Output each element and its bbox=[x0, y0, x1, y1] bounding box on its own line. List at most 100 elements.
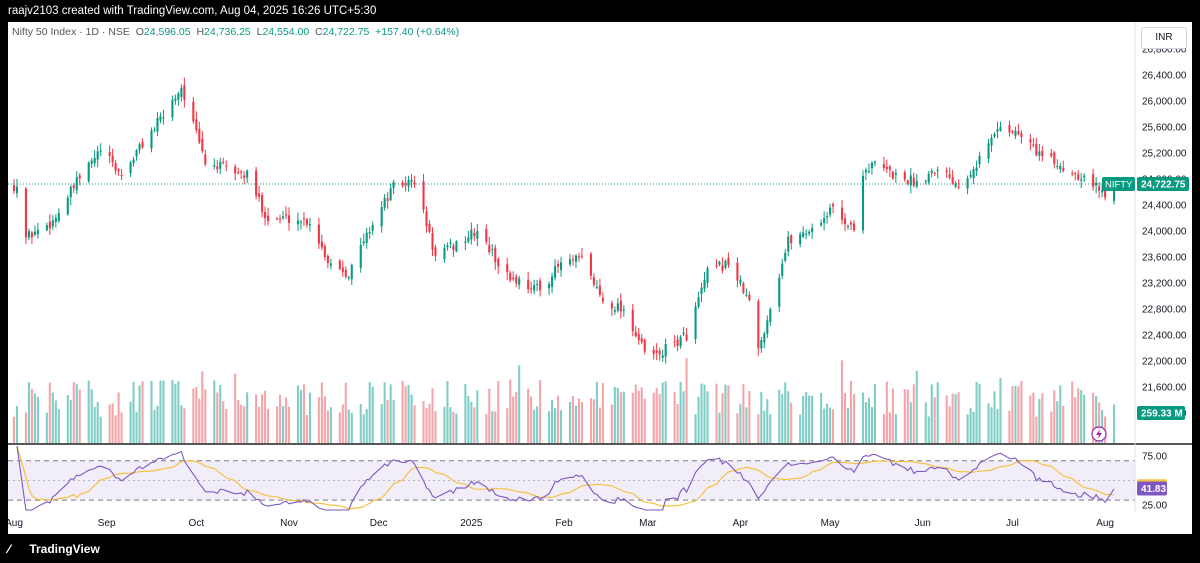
volume-bar bbox=[987, 403, 990, 443]
candle-body bbox=[515, 276, 518, 284]
volume-bar bbox=[66, 395, 69, 443]
volume-bar bbox=[1056, 401, 1059, 443]
volume-bar bbox=[736, 413, 739, 443]
candle-body bbox=[930, 170, 933, 173]
candle-body bbox=[832, 204, 835, 207]
volume-bar bbox=[87, 380, 90, 443]
volume-bar bbox=[846, 407, 850, 443]
close-key: C bbox=[315, 26, 323, 38]
candle-body bbox=[216, 166, 219, 170]
volume-bar bbox=[577, 398, 581, 443]
candle-body bbox=[99, 150, 102, 152]
candle-body bbox=[413, 182, 416, 185]
candle-body bbox=[204, 154, 207, 165]
candle-body bbox=[222, 161, 225, 163]
volume-bar bbox=[948, 406, 951, 443]
candle-body bbox=[826, 216, 829, 218]
volume-bar bbox=[915, 370, 918, 443]
time-tick-label: Mar bbox=[639, 518, 657, 529]
candle-body bbox=[27, 231, 30, 238]
volume-bar bbox=[90, 389, 93, 443]
volume-bar bbox=[721, 393, 724, 443]
candle-body bbox=[993, 133, 996, 137]
volume-bar bbox=[317, 397, 320, 443]
candle-body bbox=[915, 180, 918, 187]
volume-bar bbox=[652, 392, 655, 443]
volume-bar bbox=[1032, 392, 1035, 443]
tradingview-logo[interactable]: ⁄⁄ TradingView bbox=[8, 542, 100, 556]
volume-bar bbox=[192, 388, 195, 443]
candle-body bbox=[652, 349, 655, 354]
volume-bar bbox=[655, 388, 658, 443]
candle-body bbox=[455, 241, 458, 252]
candle-body bbox=[742, 283, 745, 293]
volume-bar bbox=[554, 408, 557, 443]
volume-bar bbox=[485, 413, 488, 443]
volume-bar bbox=[216, 392, 219, 443]
candle-body bbox=[673, 341, 676, 343]
volume-bar bbox=[906, 389, 909, 443]
candle-body bbox=[864, 169, 868, 173]
chart-canvas[interactable]: 26,800.00 26,400.00 26,000.00 25,600.00 25,2… bbox=[8, 22, 1192, 534]
candle-body bbox=[682, 332, 685, 335]
volume-bar bbox=[78, 389, 81, 443]
candle-body bbox=[760, 340, 763, 349]
volume-bar bbox=[1008, 410, 1011, 443]
candle-body bbox=[933, 172, 936, 174]
candle-body bbox=[90, 160, 93, 164]
candle-body bbox=[972, 169, 975, 179]
candle-body bbox=[873, 161, 876, 163]
currency-button[interactable]: INR bbox=[1141, 27, 1187, 49]
volume-bar bbox=[488, 388, 491, 443]
candle-body bbox=[1074, 173, 1077, 175]
candle-body bbox=[431, 233, 434, 250]
candle-body bbox=[643, 339, 646, 352]
volume-bar bbox=[574, 405, 578, 443]
volume-bar bbox=[296, 385, 300, 443]
volume-bar bbox=[595, 381, 598, 443]
candle-body bbox=[739, 279, 742, 284]
candle-body bbox=[658, 350, 661, 355]
volume-bars bbox=[12, 358, 1116, 443]
volume-bar bbox=[811, 395, 814, 443]
candle-body bbox=[745, 295, 748, 297]
candle-body bbox=[171, 100, 174, 118]
time-tick-label: Jul bbox=[1006, 518, 1019, 529]
rsi-ma-line bbox=[16, 445, 1115, 510]
candle-body bbox=[577, 256, 581, 258]
volume-bar bbox=[15, 405, 19, 443]
volume-bar bbox=[571, 395, 575, 443]
volume-bar bbox=[407, 385, 410, 443]
lightning-icon[interactable] bbox=[1091, 426, 1107, 442]
candle-body bbox=[697, 297, 700, 307]
rsi-badge: 41.83 bbox=[1137, 481, 1167, 496]
candle-body bbox=[410, 180, 413, 183]
candle-body bbox=[156, 117, 159, 132]
candle-body bbox=[120, 174, 123, 177]
candle-body bbox=[117, 169, 120, 172]
chart-frame[interactable]: 26,800.00 26,400.00 26,000.00 25,600.00 25,2… bbox=[8, 22, 1192, 534]
candle-body bbox=[829, 207, 832, 215]
volume-bar bbox=[180, 405, 183, 443]
candle-body bbox=[736, 262, 739, 281]
volume-bar bbox=[676, 404, 679, 443]
candle-body bbox=[1056, 166, 1059, 168]
volume-bar bbox=[1077, 388, 1080, 443]
candle-body bbox=[261, 195, 264, 212]
time-tick-label: Oct bbox=[189, 518, 205, 529]
credit-text: raajv2103 created with TradingView.com, … bbox=[8, 5, 377, 17]
candle-body bbox=[1053, 152, 1056, 164]
candle-body bbox=[999, 127, 1002, 131]
open-value: 24,596.05 bbox=[143, 26, 191, 38]
volume-bar bbox=[225, 408, 228, 443]
volume-bar bbox=[643, 398, 646, 443]
volume-bar bbox=[518, 365, 521, 443]
volume-bar bbox=[171, 380, 174, 443]
volume-bar bbox=[745, 407, 748, 443]
volume-badge: 259.33 M bbox=[1137, 406, 1185, 420]
volume-bar bbox=[264, 390, 267, 443]
volume-bar bbox=[287, 406, 291, 443]
candle-body bbox=[548, 283, 551, 289]
candle-body bbox=[512, 277, 515, 280]
candle-body bbox=[284, 214, 288, 216]
